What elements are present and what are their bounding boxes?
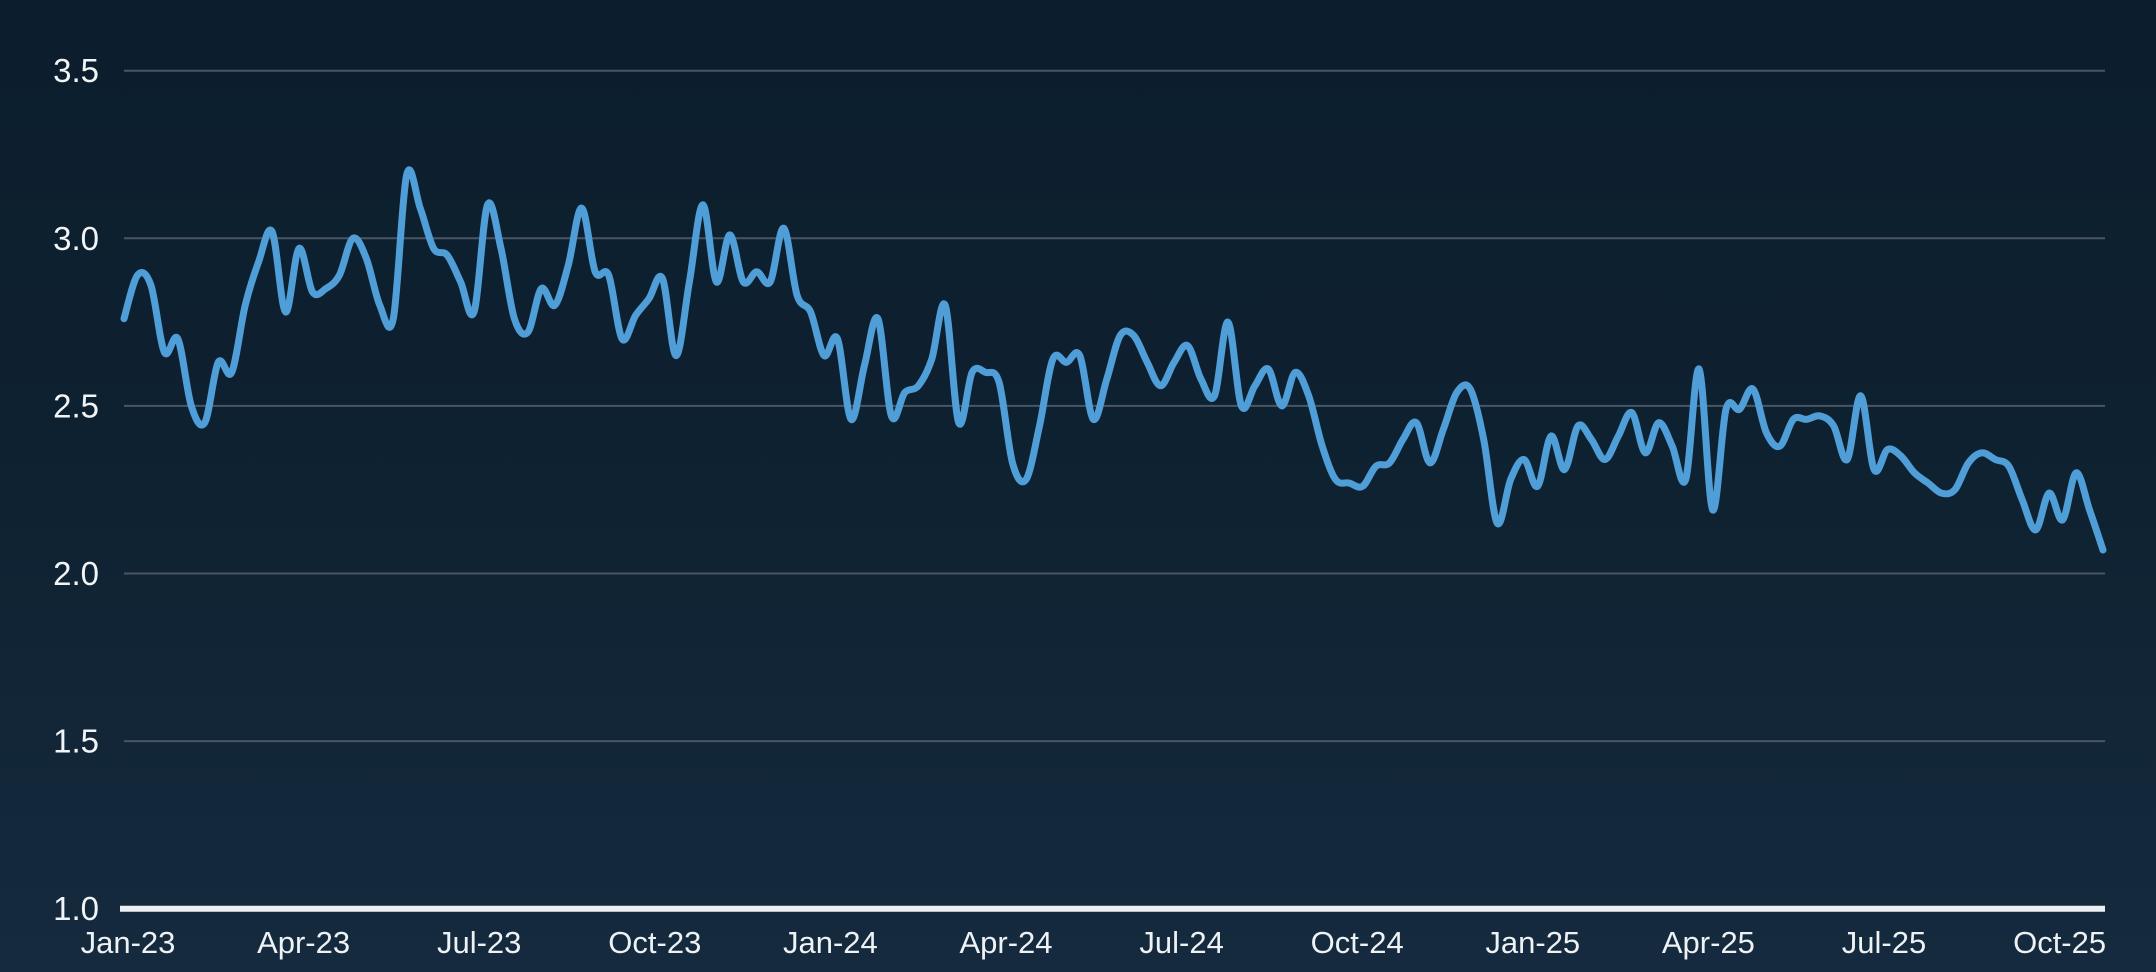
y-tick-label: 3.5 <box>53 52 99 89</box>
x-tick-label: Jan-24 <box>783 925 878 960</box>
y-tick-label: 2.0 <box>53 555 99 592</box>
x-tick-label: Apr-23 <box>257 925 350 960</box>
data-line-path <box>120 166 2107 554</box>
x-tick-label: Jul-23 <box>437 925 521 960</box>
y-tick-label: 3.0 <box>53 220 99 257</box>
y-tick-label: 1.0 <box>53 890 99 927</box>
x-tick-label: Oct-24 <box>1311 925 1404 960</box>
x-tick-label: Apr-25 <box>1662 925 1755 960</box>
x-tick-label: Jul-25 <box>1842 925 1926 960</box>
y-tick-label: 2.5 <box>53 387 99 424</box>
x-tick-label: Oct-25 <box>2013 925 2106 960</box>
x-tick-label: Jan-25 <box>1485 925 1580 960</box>
x-tick-label: Jul-24 <box>1139 925 1223 960</box>
x-tick-label: Apr-24 <box>959 925 1052 960</box>
x-tick-label: Jan-23 <box>81 925 176 960</box>
y-tick-label: 1.5 <box>53 723 99 760</box>
x-tick-label: Oct-23 <box>608 925 701 960</box>
